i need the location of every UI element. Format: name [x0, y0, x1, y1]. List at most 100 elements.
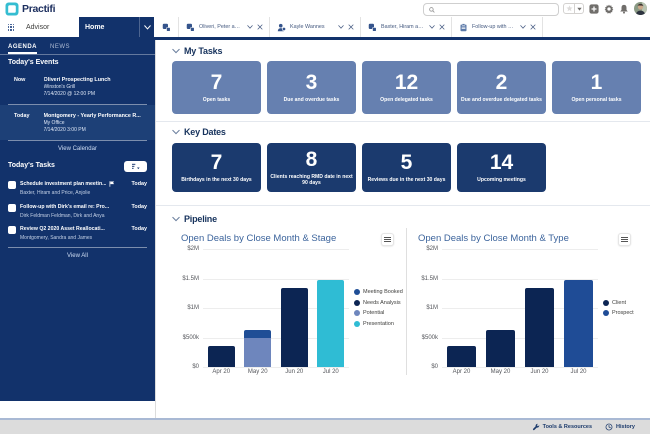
event-item[interactable]: Today Montgomery - Yearly Performance R..… [0, 104, 155, 140]
sidebar-tab-news[interactable]: NEWS [50, 44, 71, 50]
y-tick-label: $2M [187, 246, 199, 252]
chart-body: $0 $500k $1M $1.5M $2M Apr 20 May 20 Jun 20 Jul … [407, 246, 650, 375]
bar-may-20[interactable] [481, 249, 520, 367]
task-item[interactable]: Review Q2 2020 Asset Reallocati... Montgo… [0, 223, 155, 246]
footer-wrench[interactable]: Tools & Resources [532, 423, 592, 431]
stat-card[interactable]: 12 Open delegated tasks [362, 61, 451, 114]
event-title: Oliveri Prospecting Lunch [43, 76, 111, 83]
chart-menu-button[interactable] [618, 233, 631, 246]
tasks-header: Today's Tasks [0, 156, 155, 175]
stat-card[interactable]: 5 Reviews due in the next 30 days [362, 143, 451, 192]
setup-button[interactable] [604, 4, 614, 14]
favorites-star-button[interactable] [563, 3, 575, 14]
tab-home[interactable]: Home [79, 17, 154, 37]
app-body: AGENDA NEWS Today's Events Now Oliveri Pro… [0, 40, 650, 418]
footer-history-clock[interactable]: History [605, 423, 635, 431]
legend-dot [354, 299, 360, 306]
menu-line [384, 238, 391, 241]
y-tick-label: $0 [431, 364, 438, 370]
bar-jun-20[interactable] [276, 249, 313, 367]
legend-label: Potential [363, 310, 385, 317]
sidebar-divider [8, 247, 147, 248]
plot-column: Apr 20 May 20 Jun 20 Jul 20 [442, 249, 598, 375]
event-divider [8, 140, 147, 141]
stat-card[interactable]: 2 Due and overdue delegated tasks [457, 61, 546, 114]
view-calendar-link[interactable]: View Calendar [58, 145, 97, 152]
stat-value: 8 [305, 147, 318, 171]
tab-caret-button[interactable] [338, 25, 344, 29]
stat-card[interactable]: 14 Upcoming meetings [457, 143, 546, 192]
menu-line [621, 241, 628, 243]
bar-jul-20[interactable] [313, 249, 350, 367]
y-tick-label: $500k [182, 334, 199, 341]
legend-item: Presentation [354, 320, 403, 327]
tab-close-button[interactable] [257, 24, 263, 30]
workspace-tab[interactable]: Oliveri, Peter and T... [179, 17, 270, 37]
workspace-tab[interactable]: Kayle Wannes [270, 17, 361, 37]
workspace-tab[interactable]: Baxter, Hiram and ... [361, 17, 452, 37]
pipeline-header[interactable]: Pipeline [156, 212, 650, 226]
bar-jun-20[interactable] [520, 249, 559, 367]
tasks-heading: Today's Tasks [8, 162, 55, 169]
my-tasks-cards: 7 Open tasks 3 Due and overdue tasks 12 Open … [172, 61, 650, 114]
task-item[interactable]: Follow-up with Dirk's email re: Pro... Di… [0, 200, 155, 223]
task-item[interactable]: Schedule investment plan meetin... Baxter… [0, 178, 155, 201]
chevron-down-icon [520, 25, 526, 29]
tab-close-button[interactable] [439, 24, 445, 30]
global-actions-button[interactable] [589, 3, 599, 14]
stat-card[interactable]: 7 Birthdays in the next 30 days [172, 143, 261, 192]
chart-body: $0 $500k $1M $1.5M $2M Apr 20 May 20 Jun 20 Jul … [156, 246, 406, 375]
stat-value: 5 [400, 150, 413, 174]
user-avatar[interactable] [634, 2, 647, 15]
tab-caret-button[interactable] [520, 25, 526, 29]
tab-caret-button[interactable] [247, 25, 253, 29]
bar-apr-20[interactable] [203, 249, 240, 367]
plot-area [442, 249, 598, 368]
chart-menu-button[interactable] [381, 233, 394, 246]
bar-may-20[interactable] [240, 249, 277, 367]
pinned-tab[interactable] [154, 17, 179, 37]
stat-card[interactable]: 8 Clients reaching RMD date in next 90 da… [267, 143, 356, 192]
caret-down-icon [576, 7, 582, 11]
tab-close-button[interactable] [530, 24, 536, 30]
tab-caret-button[interactable] [429, 25, 435, 29]
stat-card[interactable]: 1 Open personal tasks [552, 61, 641, 114]
task-checkbox[interactable] [8, 226, 16, 234]
tasks-sort-button[interactable] [124, 160, 147, 172]
task-checkbox[interactable] [8, 203, 16, 212]
section-pipeline: Pipeline Open Deals by Close Month & Sta… [156, 212, 650, 375]
sidebar-tab-agenda[interactable]: AGENDA [8, 44, 38, 54]
tab-close-button[interactable] [348, 24, 354, 30]
key-dates-header[interactable]: Key Dates [156, 125, 650, 139]
global-search[interactable] [423, 3, 559, 16]
bar-apr-20[interactable] [442, 249, 481, 367]
stat-card[interactable]: 3 Due and overdue tasks [267, 61, 356, 114]
view-all-link[interactable]: View All [67, 252, 88, 259]
x-tick-label: May 20 [247, 369, 268, 375]
bar-jul-20[interactable] [559, 249, 598, 367]
workspace-tab-label: Follow-up with Dir... [472, 24, 516, 30]
entity-icon [368, 23, 377, 32]
workspace-tab[interactable]: Follow-up with Dir... [452, 17, 543, 37]
stat-card[interactable]: 7 Open tasks [172, 61, 261, 114]
legend-item: Meeting Booked [354, 289, 403, 296]
brand: Practifi [0, 2, 56, 16]
tab-home-caret[interactable] [139, 17, 154, 37]
main-content: My Tasks 7 Open tasks 3 Due and overdue tas… [155, 40, 650, 418]
event-time: Now [14, 76, 26, 83]
app-launcher-button[interactable] [0, 17, 22, 37]
waffle-dot [12, 23, 15, 26]
event-item[interactable]: Now Oliveri Prospecting Lunch Winston's Gr… [0, 71, 155, 104]
event-body: Oliveri Prospecting Lunch Winston's Grill… [44, 77, 148, 98]
task-title-row: Review Q2 2020 Asset Reallocati... [20, 226, 128, 233]
favorites-caret-button[interactable] [575, 3, 584, 14]
notifications-button[interactable] [619, 4, 629, 14]
stat-label: Upcoming meetings [477, 176, 526, 183]
search-input[interactable] [438, 6, 548, 13]
wrench-icon [532, 423, 539, 431]
event-location: Winston's Grill [43, 83, 76, 90]
legend-label: Prospect [612, 310, 634, 317]
my-tasks-header[interactable]: My Tasks [156, 44, 650, 58]
task-checkbox[interactable] [8, 181, 16, 189]
x-tick-label: May 20 [490, 369, 511, 375]
